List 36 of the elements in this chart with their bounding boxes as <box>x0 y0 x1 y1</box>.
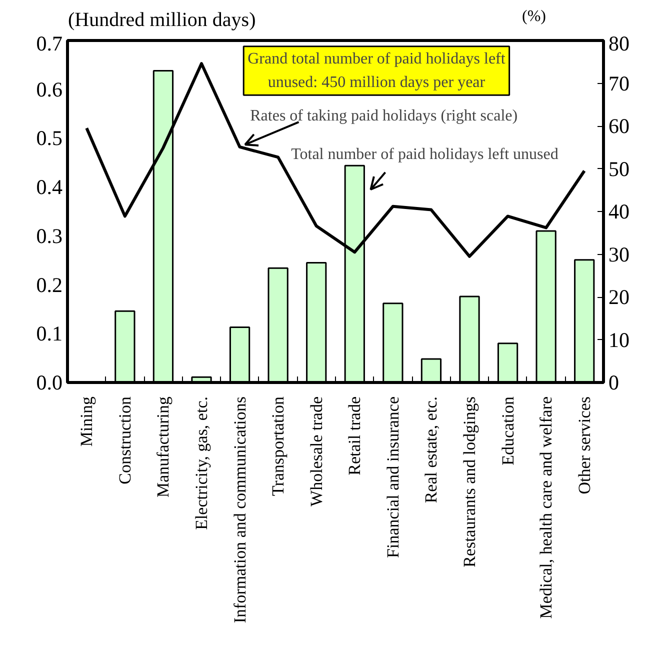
y-tick-label: 0.2 <box>36 272 62 297</box>
y2-tick-label: 80 <box>608 32 630 56</box>
y2-tick-label: 50 <box>608 156 630 181</box>
y-tick-label: 0.1 <box>36 322 62 346</box>
y-tick-label: 0.7 <box>36 32 62 56</box>
y-tick-label: 0.4 <box>36 175 63 200</box>
y2-tick-label: 40 <box>608 200 630 224</box>
x-tick-label: Retail trade <box>345 396 364 476</box>
annotation: Rates of taking paid holidays (right scale) <box>250 108 518 125</box>
y-tick-label: 0.5 <box>36 126 62 150</box>
y2-tick-label: 20 <box>608 285 630 309</box>
x-tick-label: Information and communications <box>230 396 250 624</box>
x-tick-label: Construction <box>115 396 134 484</box>
y-tick-label: 0.0 <box>36 370 62 394</box>
y-axis-title: (Hundred million days) <box>68 8 256 33</box>
annotation: Grand total number of paid holidays left unused: 450 million days per year <box>248 50 506 92</box>
y2-axis-title: (%) <box>522 7 546 27</box>
x-tick-label: Restaurants and lodgings <box>460 396 479 568</box>
x-tick-label: Medical, health care and welfare <box>536 396 556 619</box>
x-tick-label: Financial and insurance <box>383 396 402 558</box>
annotation: Total number of paid holidays left unused <box>291 146 558 163</box>
y2-tick-label: 10 <box>608 328 630 352</box>
x-tick-label: Wholesale trade <box>306 396 326 506</box>
x-tick-label: Education <box>498 396 518 466</box>
x-tick-label: Transportation <box>268 396 288 496</box>
y-tick-label: 0.6 <box>36 77 62 102</box>
y2-tick-label: 60 <box>608 114 630 138</box>
y2-tick-label: 30 <box>608 242 630 266</box>
x-tick-label: Real estate, etc. <box>422 396 441 504</box>
x-tick-label: Electricity, gas, etc. <box>192 396 211 530</box>
x-tick-label: Manufacturing <box>154 396 173 498</box>
x-tick-label: Other services <box>574 396 594 494</box>
y-tick-label: 0.3 <box>36 224 62 248</box>
y2-tick-label: 70 <box>608 71 630 96</box>
x-tick-label: Mining <box>77 396 96 447</box>
y2-tick-label: 0 <box>608 370 619 394</box>
